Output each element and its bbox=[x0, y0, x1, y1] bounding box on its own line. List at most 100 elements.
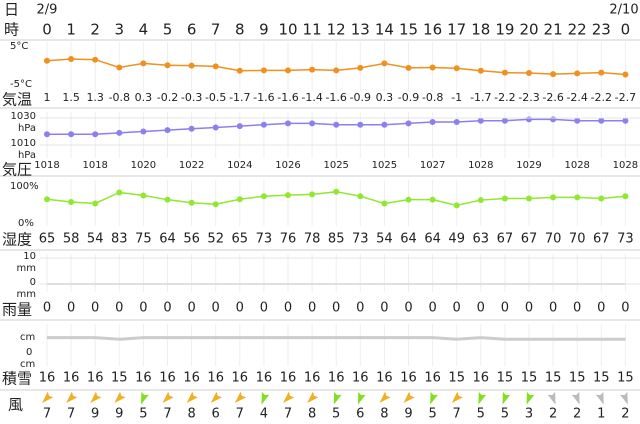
humidity-point bbox=[164, 196, 171, 203]
snow-value: 15 bbox=[545, 371, 562, 386]
humidity-value: 83 bbox=[111, 232, 128, 247]
pressure-value: 1025 bbox=[323, 160, 348, 171]
hour: 15 bbox=[399, 21, 418, 39]
y-tick-label: 0 bbox=[30, 277, 36, 288]
pressure-point bbox=[44, 131, 50, 138]
temperature-point bbox=[381, 60, 388, 67]
temp-value: 1.5 bbox=[62, 91, 80, 104]
pressure-point bbox=[477, 117, 484, 124]
wind-arrow bbox=[162, 391, 174, 403]
temperature-point bbox=[526, 70, 532, 77]
humidity-value: 52 bbox=[207, 232, 224, 247]
snow-value: 15 bbox=[111, 371, 128, 386]
humidity-value: 65 bbox=[232, 232, 249, 247]
temp-value: -0.9 bbox=[350, 91, 371, 104]
precip-value: 0 bbox=[525, 301, 533, 316]
hour: 18 bbox=[471, 21, 490, 39]
temperature-point bbox=[140, 60, 147, 67]
temp-value: -0.8 bbox=[109, 91, 130, 104]
axis-label: 0% bbox=[18, 218, 34, 229]
hour: 7 bbox=[211, 21, 221, 39]
humidity-point bbox=[285, 192, 291, 199]
snow-value: 15 bbox=[497, 371, 514, 386]
hour: 2 bbox=[90, 21, 100, 39]
humidity-value: 65 bbox=[39, 232, 56, 247]
hour: 13 bbox=[351, 21, 370, 39]
day-label: 日 bbox=[4, 1, 19, 19]
wind-arrow bbox=[42, 391, 54, 403]
temperature-point bbox=[622, 71, 629, 78]
wind-speed: 5 bbox=[332, 407, 340, 422]
snow-line bbox=[47, 336, 626, 341]
pressure-point bbox=[212, 124, 219, 131]
pressure-value: 1020 bbox=[131, 160, 156, 171]
humidity-point bbox=[598, 195, 605, 202]
precip-value: 0 bbox=[212, 301, 220, 316]
hour: 1 bbox=[66, 21, 76, 39]
precip-value: 0 bbox=[187, 301, 195, 316]
wind-arrow bbox=[186, 391, 198, 403]
hour: 4 bbox=[139, 21, 149, 39]
humidity-point bbox=[260, 193, 267, 200]
wind-arrow bbox=[478, 391, 487, 405]
wind-arrow bbox=[141, 391, 149, 405]
pressure-point bbox=[260, 121, 267, 128]
pressure-point bbox=[68, 131, 75, 138]
temp-value: -0.3 bbox=[181, 91, 202, 104]
wind-arrow bbox=[90, 391, 102, 403]
humidity-point bbox=[526, 195, 532, 202]
humidity-value: 73 bbox=[256, 232, 273, 247]
temp-value: -1.7 bbox=[470, 91, 491, 104]
precip-value: 0 bbox=[501, 301, 509, 316]
temperature-point bbox=[309, 66, 316, 73]
wind-speed: 5 bbox=[428, 407, 436, 422]
humidity-value: 67 bbox=[521, 232, 538, 247]
wind-arrow bbox=[619, 391, 628, 405]
wind-arrow bbox=[379, 391, 391, 403]
pressure-value: 1018 bbox=[82, 160, 107, 171]
temperature-point bbox=[68, 55, 75, 62]
humidity-point bbox=[333, 188, 340, 195]
temperature-point bbox=[453, 65, 460, 72]
wind-arrow bbox=[114, 391, 126, 403]
row-label: 雨量 bbox=[2, 301, 32, 319]
y-tick-unit: hPa bbox=[18, 150, 36, 161]
humidity-value: 76 bbox=[280, 232, 297, 247]
wind-arrow bbox=[210, 391, 223, 403]
humidity-point bbox=[574, 194, 581, 201]
pressure-point bbox=[164, 127, 171, 134]
humidity-point bbox=[116, 189, 123, 196]
temperature-point bbox=[357, 64, 364, 71]
precip-value: 0 bbox=[453, 301, 461, 316]
humidity-value: 54 bbox=[87, 232, 104, 247]
temperature-point bbox=[116, 64, 123, 71]
humidity-value: 58 bbox=[63, 232, 80, 247]
precip-value: 0 bbox=[621, 301, 629, 316]
row-label: 風 bbox=[8, 396, 23, 414]
humidity-value: 85 bbox=[328, 232, 345, 247]
pressure-point bbox=[453, 119, 460, 126]
precip-value: 0 bbox=[284, 301, 292, 316]
pressure-point bbox=[405, 120, 412, 127]
wind-arrow bbox=[547, 391, 556, 405]
snow-value: 16 bbox=[135, 371, 152, 386]
wind-speed: 1 bbox=[597, 407, 605, 422]
precip-value: 0 bbox=[428, 301, 436, 316]
hour: 5 bbox=[163, 21, 173, 39]
humidity-value: 67 bbox=[593, 232, 610, 247]
pressure-value: 1018 bbox=[34, 160, 59, 171]
precip-value: 0 bbox=[67, 301, 75, 316]
wind-speed: 7 bbox=[163, 407, 171, 422]
precip-value: 0 bbox=[91, 301, 99, 316]
axis-label: -5°C bbox=[10, 79, 32, 90]
y-tick-label: 10 bbox=[23, 251, 36, 262]
hour: 22 bbox=[568, 21, 587, 39]
pressure-point bbox=[526, 116, 532, 123]
humidity-point bbox=[92, 200, 99, 207]
pressure-point bbox=[622, 117, 629, 124]
humidity-value: 78 bbox=[304, 232, 321, 247]
hour: 11 bbox=[303, 21, 322, 39]
snow-value: 16 bbox=[376, 371, 393, 386]
wind-speed: 5 bbox=[501, 407, 509, 422]
hour: 0 bbox=[621, 21, 631, 39]
